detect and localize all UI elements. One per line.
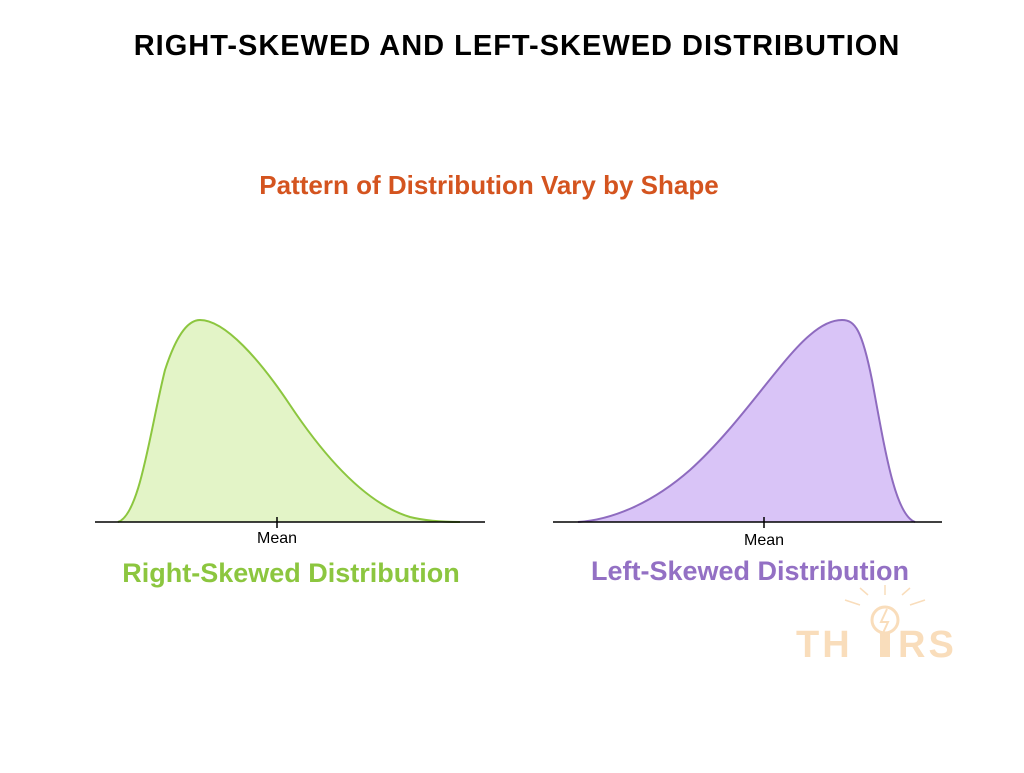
curve: [117, 318, 461, 523]
logo-rays: [844, 585, 926, 606]
logo: TH RS: [796, 585, 957, 666]
caption: Right-Skewed Distribution: [122, 558, 460, 588]
logo-bulb-base: [880, 633, 890, 657]
logo-text: RS: [898, 624, 957, 666]
logo-bulb: [870, 605, 900, 635]
curve-fill: [118, 320, 460, 522]
mean-label: Mean: [257, 530, 297, 547]
curve: [577, 318, 916, 523]
logo-bolt: [879, 608, 890, 634]
caption: Left-Skewed Distribution: [591, 556, 909, 586]
mean-label: Mean: [744, 532, 784, 549]
logo-text: TH: [796, 624, 853, 666]
subtitle: Pattern of Distribution Vary by Shape: [259, 170, 718, 200]
curve-fill: [578, 320, 915, 522]
slide-title: RIGHT-SKEWED AND LEFT-SKEWED DISTRIBUTIO…: [134, 30, 901, 62]
